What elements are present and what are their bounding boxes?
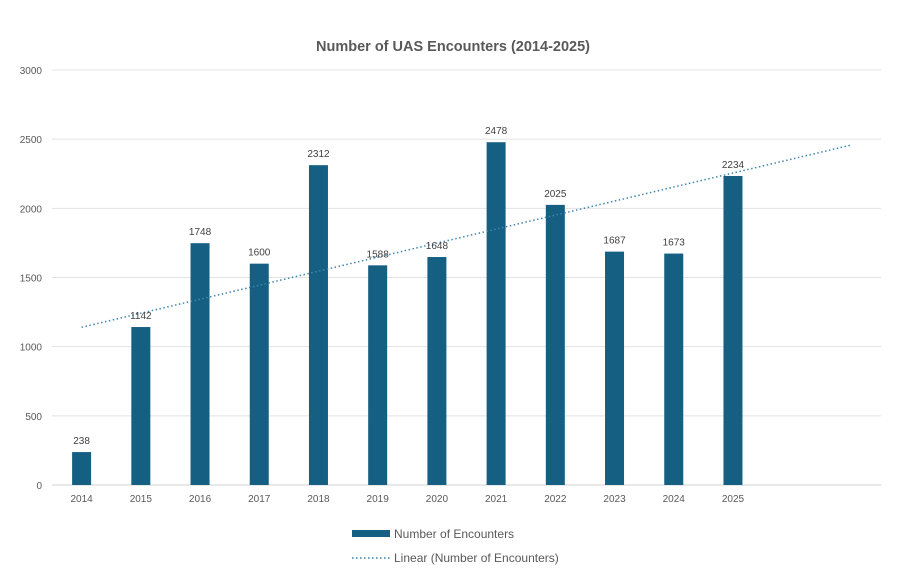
data-label: 1687 (603, 236, 626, 247)
x-tick-label: 2016 (189, 494, 212, 505)
bar (368, 265, 388, 485)
data-label: 238 (73, 436, 90, 447)
data-label: 2234 (722, 160, 745, 171)
x-tick-label: 2023 (603, 494, 626, 505)
data-label: 1673 (663, 238, 686, 249)
y-tick-label: 0 (36, 481, 42, 492)
bar (486, 142, 506, 485)
data-label: 1648 (426, 241, 449, 252)
data-label: 2478 (485, 126, 508, 137)
bar (131, 327, 151, 485)
bar (723, 175, 743, 486)
x-tick-label: 2014 (70, 494, 93, 505)
bar (72, 452, 92, 485)
legend-label-bars: Number of Encounters (394, 527, 514, 541)
y-tick-label: 3000 (20, 66, 43, 77)
legend-label-trend: Linear (Number of Encounters) (394, 551, 559, 565)
x-tick-label: 2018 (307, 494, 330, 505)
bar (545, 204, 565, 485)
data-label: 1142 (130, 311, 152, 322)
bar (664, 253, 684, 485)
bar (190, 243, 210, 485)
x-tick-label: 2015 (130, 494, 153, 505)
y-tick-label: 1500 (20, 274, 43, 285)
x-tick-label: 2017 (248, 494, 271, 505)
bar (605, 251, 625, 485)
bar (308, 165, 328, 485)
data-label: 2312 (307, 149, 330, 160)
data-label: 1588 (367, 249, 390, 260)
y-tick-label: 1000 (20, 343, 43, 354)
x-tick-label: 2021 (485, 494, 508, 505)
y-tick-label: 500 (25, 412, 42, 423)
y-tick-label: 2500 (20, 135, 43, 146)
legend-swatch-bars (352, 530, 390, 537)
data-label: 2025 (544, 189, 567, 200)
data-label: 1748 (189, 227, 212, 238)
legend: Number of Encounters Linear (Number of E… (352, 527, 559, 565)
x-tick-label: 2025 (722, 494, 745, 505)
y-tick-label: 2000 (20, 204, 43, 215)
data-label: 1600 (248, 248, 271, 259)
x-tick-label: 2022 (544, 494, 567, 505)
x-tick-label: 2020 (426, 494, 449, 505)
bar (427, 257, 447, 485)
x-tick-label: 2019 (367, 494, 390, 505)
x-tick-label: 2024 (663, 494, 686, 505)
bar (249, 263, 269, 485)
chart-title: Number of UAS Encounters (2014-2025) (316, 39, 590, 55)
